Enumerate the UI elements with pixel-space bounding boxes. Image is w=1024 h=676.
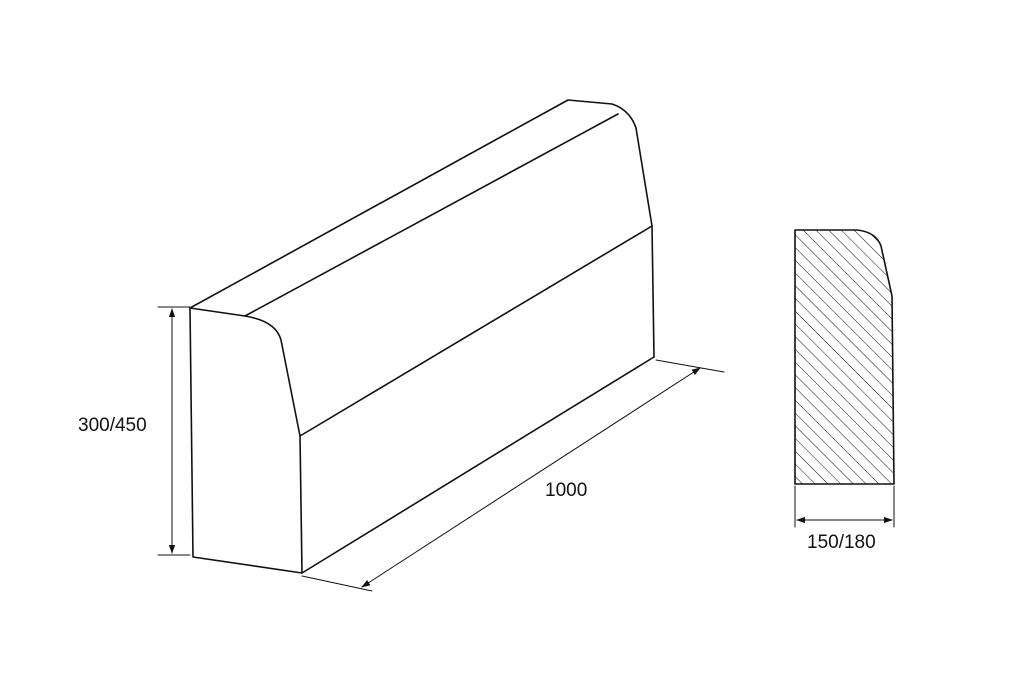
curb-stone-3d	[189, 99, 655, 574]
bottom-edge	[301, 356, 655, 574]
section-outline	[794, 229, 895, 485]
height-label: 300/450	[78, 415, 147, 436]
top-face	[189, 99, 637, 309]
width-dimension: 150/180	[794, 485, 895, 553]
top-ridge-line	[244, 113, 619, 317]
length-dimension: 1000	[301, 359, 725, 592]
width-label: 150/180	[807, 532, 876, 553]
chamfer-crease	[299, 225, 653, 437]
cross-section	[794, 229, 895, 485]
end-face	[189, 307, 303, 574]
length-label: 1000	[545, 480, 587, 501]
back-edge	[635, 127, 655, 358]
height-dimension: 300/450	[78, 306, 191, 556]
